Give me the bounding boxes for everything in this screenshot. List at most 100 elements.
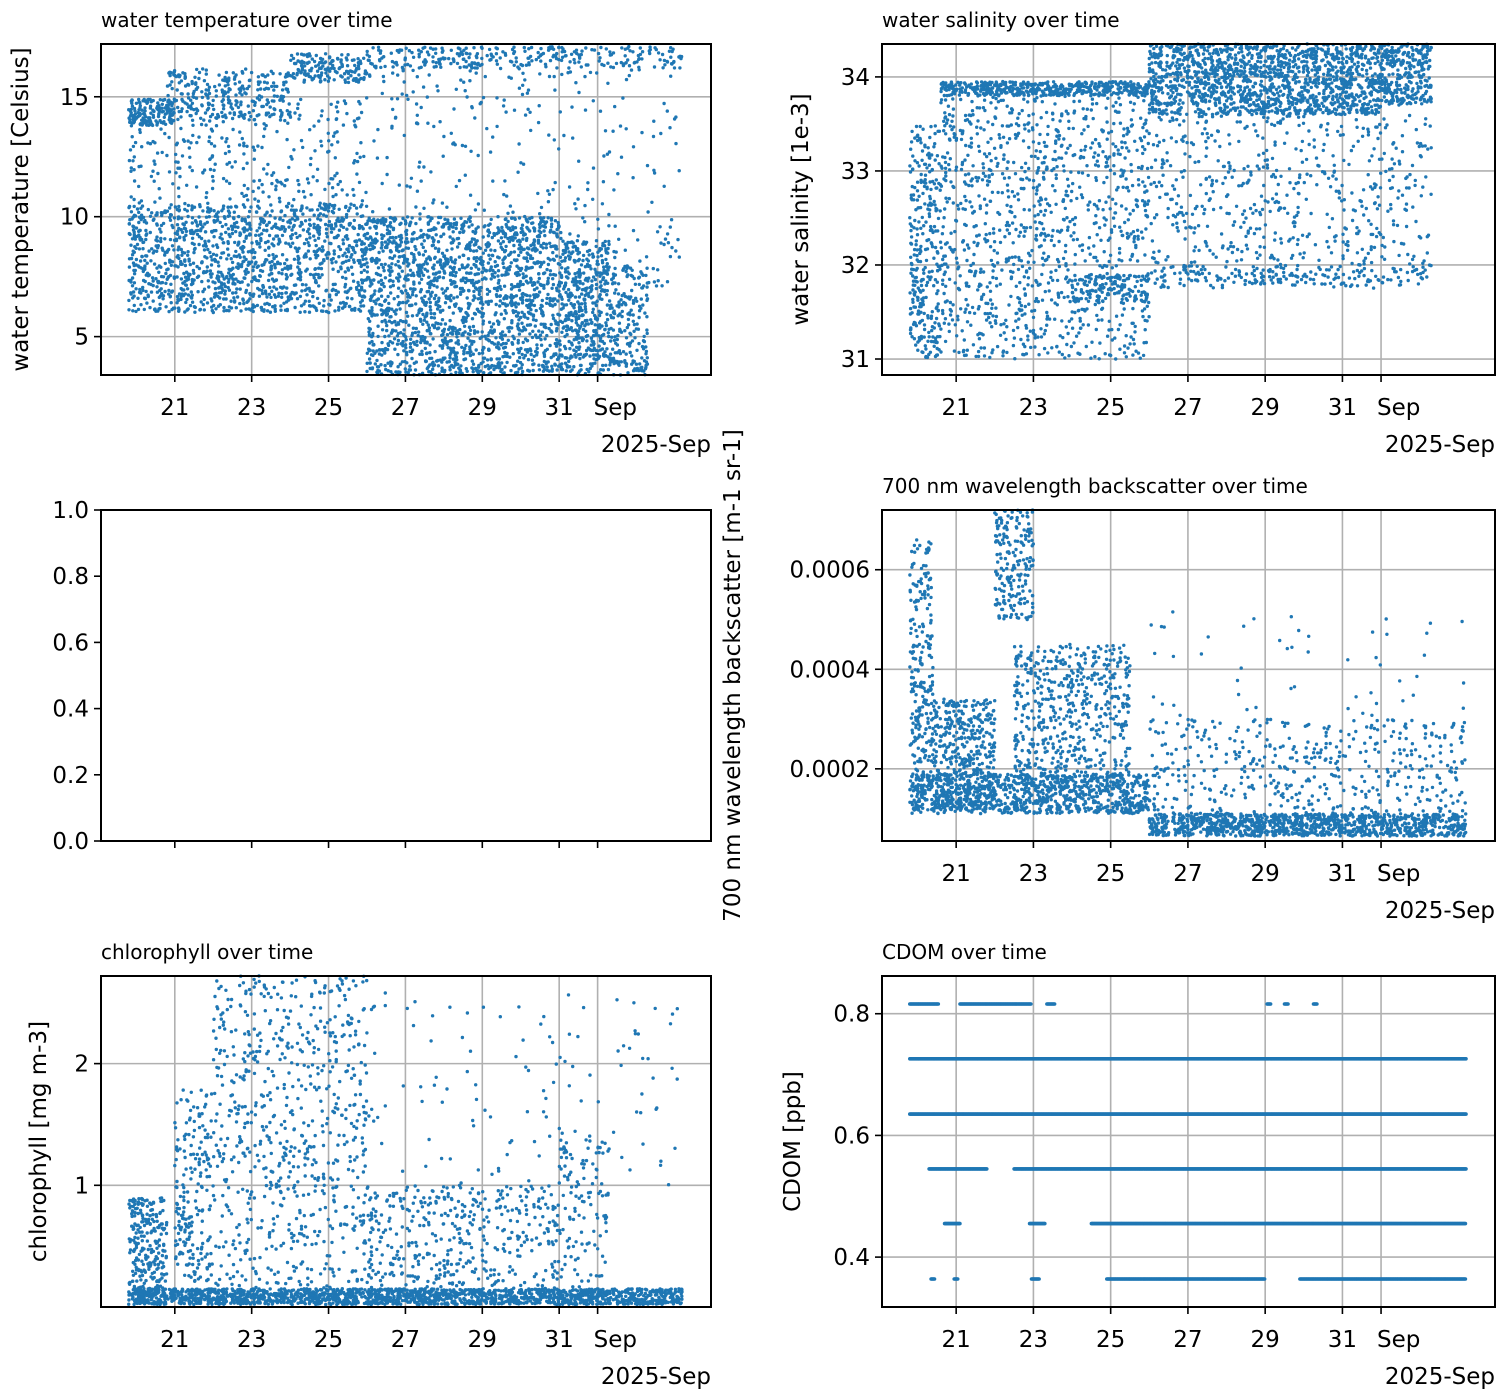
data-point xyxy=(246,215,251,219)
data-point xyxy=(470,366,474,370)
data-point xyxy=(641,339,646,343)
data-point xyxy=(128,148,133,152)
data-point xyxy=(190,293,194,297)
data-point xyxy=(289,244,293,249)
data-point xyxy=(424,300,429,305)
data-point xyxy=(301,145,305,150)
data-point xyxy=(481,319,486,323)
data-point xyxy=(395,342,400,346)
data-point xyxy=(251,99,256,104)
data-point xyxy=(419,105,423,110)
data-point xyxy=(197,70,202,75)
data-point xyxy=(188,262,192,267)
data-point xyxy=(454,184,458,189)
data-point xyxy=(512,108,517,112)
data-point xyxy=(425,50,430,54)
data-point xyxy=(138,122,142,127)
data-point xyxy=(329,298,333,302)
data-point xyxy=(518,355,522,360)
data-point xyxy=(177,226,181,231)
data-point xyxy=(151,169,155,173)
data-point xyxy=(442,222,446,227)
data-point xyxy=(627,63,632,68)
data-point xyxy=(418,317,423,321)
data-point xyxy=(190,204,194,208)
data-point xyxy=(132,281,137,285)
data-point xyxy=(178,73,182,78)
data-point xyxy=(417,281,422,285)
data-point xyxy=(515,258,519,262)
data-point xyxy=(211,98,215,103)
data-point xyxy=(226,247,230,251)
data-point xyxy=(468,79,472,83)
data-point xyxy=(546,256,550,261)
data-point xyxy=(503,333,507,337)
data-point xyxy=(504,244,508,249)
data-point xyxy=(322,202,326,206)
data-point xyxy=(558,281,563,285)
data-point xyxy=(527,247,531,251)
data-point xyxy=(318,262,322,266)
data-point xyxy=(602,63,606,68)
data-point xyxy=(144,289,148,294)
data-point xyxy=(255,114,259,118)
data-point xyxy=(270,271,274,276)
data-point xyxy=(486,229,490,233)
data-point xyxy=(449,282,454,286)
data-point xyxy=(272,112,276,116)
data-point xyxy=(262,308,266,312)
data-point xyxy=(557,356,561,360)
data-point xyxy=(177,309,181,313)
data-point xyxy=(190,81,194,86)
data-point xyxy=(584,310,588,314)
data-point xyxy=(231,71,235,75)
data-point xyxy=(283,229,287,233)
data-point xyxy=(583,74,587,79)
data-point xyxy=(357,66,361,71)
data-point xyxy=(599,310,603,315)
data-point xyxy=(331,194,335,199)
data-point xyxy=(504,341,508,346)
data-point xyxy=(483,364,487,369)
data-point xyxy=(665,280,670,284)
data-point xyxy=(290,217,294,221)
data-point xyxy=(164,305,168,309)
data-point xyxy=(158,119,162,123)
data-point xyxy=(412,258,416,262)
data-point xyxy=(554,338,559,342)
data-point xyxy=(163,131,167,136)
data-point xyxy=(191,95,195,99)
data-point xyxy=(599,289,604,293)
data-point xyxy=(474,230,478,234)
data-point xyxy=(200,90,204,94)
data-point xyxy=(573,352,577,357)
data-point xyxy=(431,367,435,371)
data-point xyxy=(588,354,592,358)
data-point xyxy=(421,273,426,277)
data-point xyxy=(414,221,418,226)
data-point xyxy=(396,338,401,343)
data-point xyxy=(548,343,552,348)
data-point xyxy=(549,303,553,307)
data-point xyxy=(666,241,671,245)
data-point xyxy=(510,300,514,305)
data-point xyxy=(310,78,314,82)
data-point xyxy=(354,206,359,210)
data-point xyxy=(486,234,491,238)
data-point xyxy=(207,85,212,89)
data-point xyxy=(135,242,140,247)
data-point xyxy=(517,216,522,220)
data-point xyxy=(496,269,501,273)
data-point xyxy=(395,97,400,101)
data-point xyxy=(467,225,471,229)
data-point xyxy=(310,66,314,71)
data-point xyxy=(499,343,503,347)
data-point xyxy=(577,60,581,64)
data-point xyxy=(388,215,393,220)
data-point xyxy=(451,237,455,241)
data-point xyxy=(307,232,312,236)
data-point xyxy=(598,271,603,275)
data-point xyxy=(242,301,246,306)
data-point xyxy=(213,281,217,285)
data-point xyxy=(559,365,563,370)
